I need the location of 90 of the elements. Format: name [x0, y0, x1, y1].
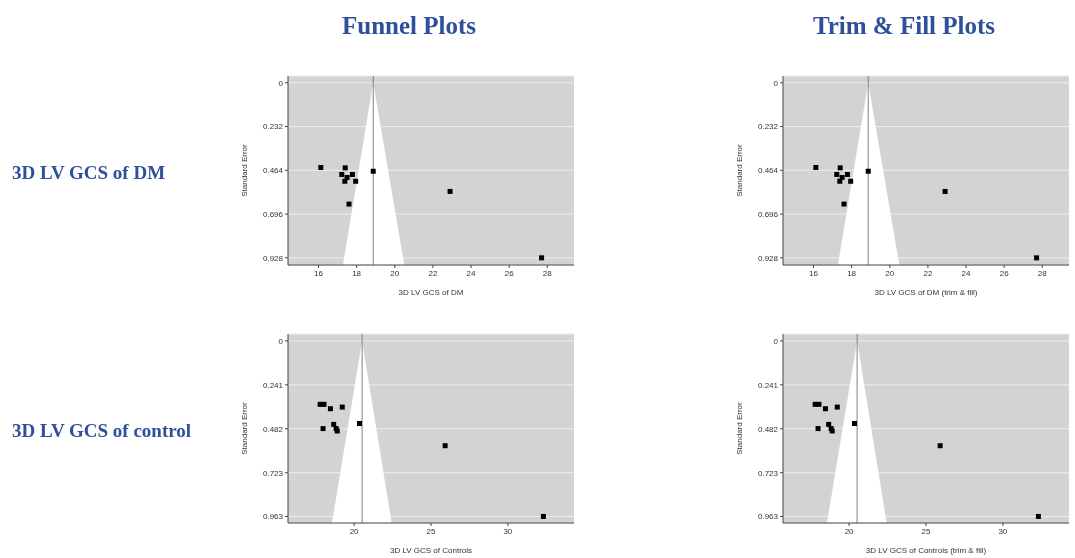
point: [1034, 255, 1040, 261]
point: [349, 171, 355, 177]
point: [852, 420, 857, 426]
y-tick-label: 0.241: [262, 380, 284, 390]
point: [837, 165, 843, 171]
y-tick-label: 0.482: [757, 424, 779, 434]
chart-title: Trim & Fill Plots: [811, 12, 997, 40]
y-tick-label: 0.232: [757, 122, 779, 132]
x-tick-label: 26: [504, 268, 515, 278]
y-tick-label: 0.723: [757, 468, 779, 478]
point: [834, 404, 840, 410]
point: [837, 178, 843, 184]
y-axis-title: Standard Error: [239, 143, 249, 197]
x-tick-label: 28: [1037, 268, 1048, 278]
y-tick-label: 0.963: [757, 512, 779, 522]
y-tick-label: 0.963: [262, 512, 284, 522]
x-tick-label: 20: [885, 268, 895, 278]
point: [865, 168, 871, 174]
x-tick-label: 24: [961, 268, 972, 278]
point: [370, 168, 376, 174]
y-tick-label: 0.696: [757, 209, 779, 219]
point: [339, 404, 345, 410]
point: [942, 188, 948, 194]
x-tick-label: 20: [349, 526, 360, 536]
text: 3D LV GCS of control: [12, 420, 193, 442]
x-tick-label: 16: [314, 268, 324, 278]
point: [539, 255, 545, 261]
x-tick-label: 26: [999, 268, 1010, 278]
x-tick-label: 16: [809, 268, 819, 278]
x-tick-label: 20: [390, 268, 400, 278]
y-tick-label: 0: [278, 336, 284, 346]
y-axis-title: Standard Error: [239, 401, 249, 455]
point: [937, 443, 943, 449]
y-tick-label: 0.928: [262, 253, 284, 263]
x-tick-label: 30: [503, 526, 513, 536]
y-tick-label: 0: [278, 78, 284, 88]
x-tick-label: 30: [998, 526, 1008, 536]
y-tick-label: 0.696: [262, 209, 284, 219]
x-tick-label: 18: [847, 268, 857, 278]
chart-title: Funnel Plots: [340, 12, 477, 40]
point: [318, 164, 324, 170]
point: [1035, 513, 1041, 519]
y-tick-label: 0.723: [262, 468, 284, 478]
y-tick-label: 0.464: [757, 166, 779, 176]
point: [339, 171, 345, 177]
point: [816, 401, 822, 407]
y-tick-label: 0.482: [262, 424, 284, 434]
point: [826, 421, 832, 427]
y-tick-label: 0: [773, 336, 779, 346]
point: [447, 188, 453, 194]
point: [813, 164, 819, 170]
point: [321, 401, 327, 407]
x-tick-label: 24: [466, 268, 477, 278]
y-axis-title: Standard Error: [734, 401, 744, 455]
x-axis-title: 3D LV GCS of DM (trim & fill): [874, 288, 978, 297]
point: [346, 201, 352, 207]
x-tick-label: 22: [923, 268, 933, 278]
point: [822, 406, 828, 412]
point: [839, 174, 845, 180]
x-tick-label: 18: [352, 268, 362, 278]
point: [442, 443, 448, 449]
y-tick-label: 0.241: [757, 380, 779, 390]
point: [353, 178, 359, 184]
y-tick-label: 0.232: [262, 122, 284, 132]
x-tick-label: 25: [921, 526, 931, 536]
y-tick-label: 0: [773, 78, 779, 88]
y-axis-title: Standard Error: [734, 143, 744, 197]
point: [848, 178, 854, 184]
y-tick-label: 0.464: [262, 166, 284, 176]
point: [342, 165, 348, 171]
point: [320, 426, 326, 432]
x-axis-title: 3D LV GCS of DM: [398, 288, 464, 297]
point: [540, 513, 546, 519]
x-tick-label: 28: [542, 268, 553, 278]
point: [342, 178, 348, 184]
x-axis-title: 3D LV GCS of Controls (trim & fill): [865, 546, 987, 555]
point: [844, 171, 850, 177]
x-axis-title: 3D LV GCS of Controls: [389, 546, 473, 555]
point: [834, 171, 840, 177]
point: [815, 426, 821, 432]
point: [331, 421, 337, 427]
point: [344, 174, 350, 180]
x-tick-label: 25: [426, 526, 436, 536]
point: [327, 406, 333, 412]
x-tick-label: 22: [428, 268, 438, 278]
text: 3D LV GCS of DM: [12, 162, 167, 184]
x-tick-label: 20: [844, 526, 855, 536]
point: [357, 420, 362, 426]
point: [841, 201, 847, 207]
y-tick-label: 0.928: [757, 253, 779, 263]
